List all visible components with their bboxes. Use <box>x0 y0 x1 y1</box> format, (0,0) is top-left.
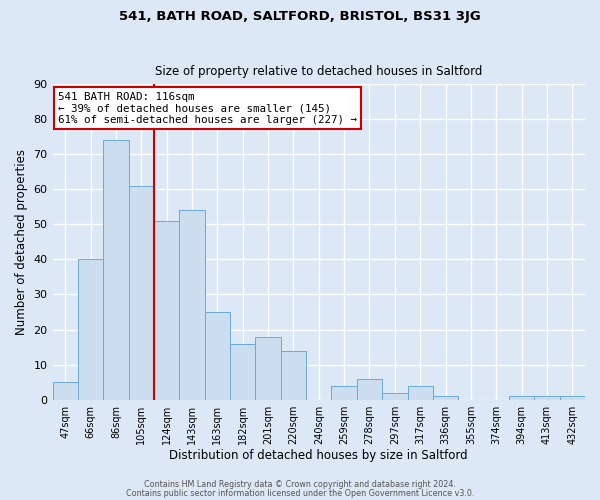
Bar <box>560 396 585 400</box>
Bar <box>53 382 78 400</box>
Text: Contains HM Land Registry data © Crown copyright and database right 2024.: Contains HM Land Registry data © Crown c… <box>144 480 456 489</box>
Bar <box>357 378 382 400</box>
Text: Contains public sector information licensed under the Open Government Licence v3: Contains public sector information licen… <box>126 488 474 498</box>
Text: 541, BATH ROAD, SALTFORD, BRISTOL, BS31 3JG: 541, BATH ROAD, SALTFORD, BRISTOL, BS31 … <box>119 10 481 23</box>
Y-axis label: Number of detached properties: Number of detached properties <box>15 149 28 335</box>
Bar <box>382 392 407 400</box>
Bar <box>78 260 103 400</box>
Bar <box>256 336 281 400</box>
Bar <box>154 220 179 400</box>
Bar <box>331 386 357 400</box>
Bar <box>179 210 205 400</box>
Title: Size of property relative to detached houses in Saltford: Size of property relative to detached ho… <box>155 66 482 78</box>
Bar <box>103 140 128 400</box>
Bar <box>128 186 154 400</box>
Bar <box>407 386 433 400</box>
Bar <box>281 350 306 400</box>
Bar <box>230 344 256 400</box>
Bar <box>509 396 534 400</box>
Bar <box>205 312 230 400</box>
Text: 541 BATH ROAD: 116sqm
← 39% of detached houses are smaller (145)
61% of semi-det: 541 BATH ROAD: 116sqm ← 39% of detached … <box>58 92 357 125</box>
Bar <box>534 396 560 400</box>
X-axis label: Distribution of detached houses by size in Saltford: Distribution of detached houses by size … <box>169 450 468 462</box>
Bar <box>433 396 458 400</box>
